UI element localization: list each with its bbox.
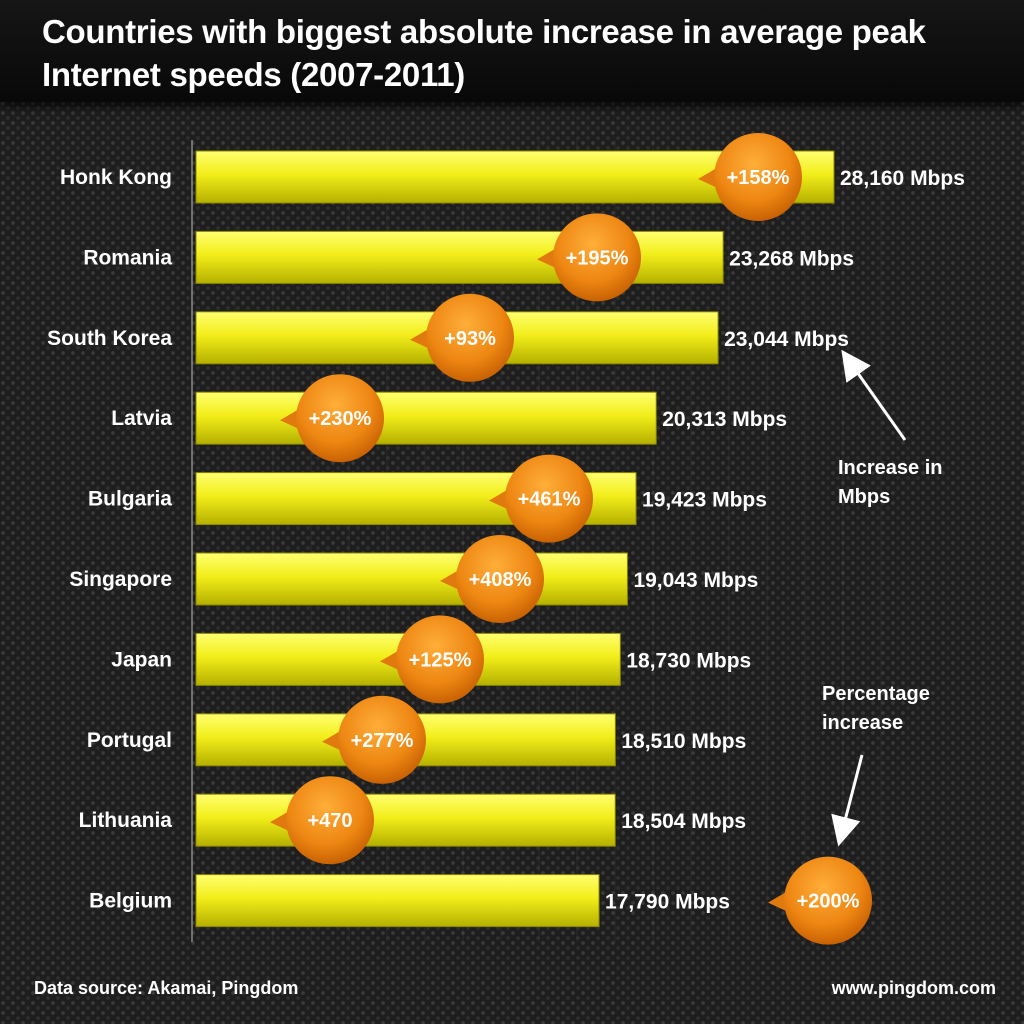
category-label: Singapore bbox=[69, 568, 172, 591]
category-label: Belgium bbox=[89, 890, 172, 913]
percent-bubble: +461% bbox=[489, 454, 593, 543]
value-label: 19,043 Mbps bbox=[633, 569, 758, 592]
annotation-percent-arrow bbox=[831, 754, 864, 847]
percent-label: +230% bbox=[309, 408, 372, 430]
category-label: Japan bbox=[111, 648, 172, 671]
value-label: 17,790 Mbps bbox=[605, 891, 730, 914]
value-label: 20,313 Mbps bbox=[662, 408, 787, 431]
percent-label: +195% bbox=[566, 247, 629, 269]
percent-bubble: +158% bbox=[698, 133, 802, 221]
value-label: 18,504 Mbps bbox=[621, 810, 746, 833]
percent-bubble: +230% bbox=[280, 374, 384, 463]
percent-bubble: +200% bbox=[768, 856, 872, 945]
percent-label: +470 bbox=[307, 810, 352, 832]
bubble-circle bbox=[505, 454, 593, 543]
percent-label: +158% bbox=[727, 167, 790, 189]
data-source: Data source: Akamai, Pingdom bbox=[34, 978, 299, 998]
category-label: Portugal bbox=[87, 729, 172, 752]
category-label: Romania bbox=[83, 246, 172, 269]
annotation-percent: Percentage increase bbox=[822, 683, 930, 847]
percent-bubble: +408% bbox=[440, 535, 544, 623]
bubble-circle bbox=[286, 776, 374, 865]
percent-label: +200% bbox=[797, 891, 860, 913]
category-label: Latvia bbox=[111, 407, 172, 430]
value-label: 28,160 Mbps bbox=[840, 167, 965, 190]
annotation-mbps-line1: Increase in bbox=[838, 457, 943, 479]
bars-group: Honk Kong 28,160 Mbps +158% Romania 23,268 M… bbox=[47, 133, 965, 945]
percent-bubble: +277% bbox=[322, 695, 426, 784]
percent-label: +93% bbox=[444, 328, 496, 350]
bar bbox=[195, 552, 628, 606]
value-label: 18,730 Mbps bbox=[626, 649, 751, 672]
bar bbox=[195, 230, 724, 284]
annotation-percent-line2: increase bbox=[822, 712, 903, 734]
bar bbox=[195, 793, 616, 847]
percent-bubble: +470 bbox=[270, 776, 374, 865]
value-label: 18,510 Mbps bbox=[621, 730, 746, 753]
bubble-circle bbox=[714, 133, 802, 221]
category-label: Honk Kong bbox=[60, 166, 172, 189]
bubble-circle bbox=[338, 695, 426, 784]
chart-title: Countries with biggest absolute increase… bbox=[42, 13, 926, 93]
value-label: 23,268 Mbps bbox=[729, 247, 854, 270]
bar bbox=[195, 391, 657, 445]
bubble-circle bbox=[784, 856, 872, 945]
annotation-mbps: Increase in Mbps bbox=[838, 349, 943, 508]
percent-bubble: +93% bbox=[410, 293, 514, 382]
percent-label: +277% bbox=[351, 730, 414, 752]
annotation-mbps-line2: Mbps bbox=[838, 486, 890, 508]
annotation-mbps-arrow bbox=[841, 349, 907, 441]
bubble-circle bbox=[426, 293, 514, 382]
bubble-circle bbox=[456, 535, 544, 623]
bubble-circle bbox=[296, 374, 384, 463]
value-label: 23,044 Mbps bbox=[724, 328, 849, 351]
header-banner: Countries with biggest absolute increase… bbox=[0, 0, 1024, 102]
category-label: Lithuania bbox=[79, 809, 173, 832]
bar bbox=[195, 874, 600, 928]
percent-label: +408% bbox=[469, 569, 532, 591]
site-url[interactable]: www.pingdom.com bbox=[831, 978, 996, 998]
percent-bubble: +195% bbox=[537, 213, 641, 302]
percent-label: +461% bbox=[518, 489, 581, 511]
annotation-percent-line1: Percentage bbox=[822, 683, 930, 705]
category-label: Bulgaria bbox=[88, 488, 172, 511]
percent-bubble: +125% bbox=[380, 615, 484, 704]
bubble-circle bbox=[553, 213, 641, 302]
bubble-circle bbox=[396, 615, 484, 704]
percent-label: +125% bbox=[409, 649, 472, 671]
value-label: 19,423 Mbps bbox=[642, 489, 767, 512]
category-label: South Korea bbox=[47, 327, 172, 350]
